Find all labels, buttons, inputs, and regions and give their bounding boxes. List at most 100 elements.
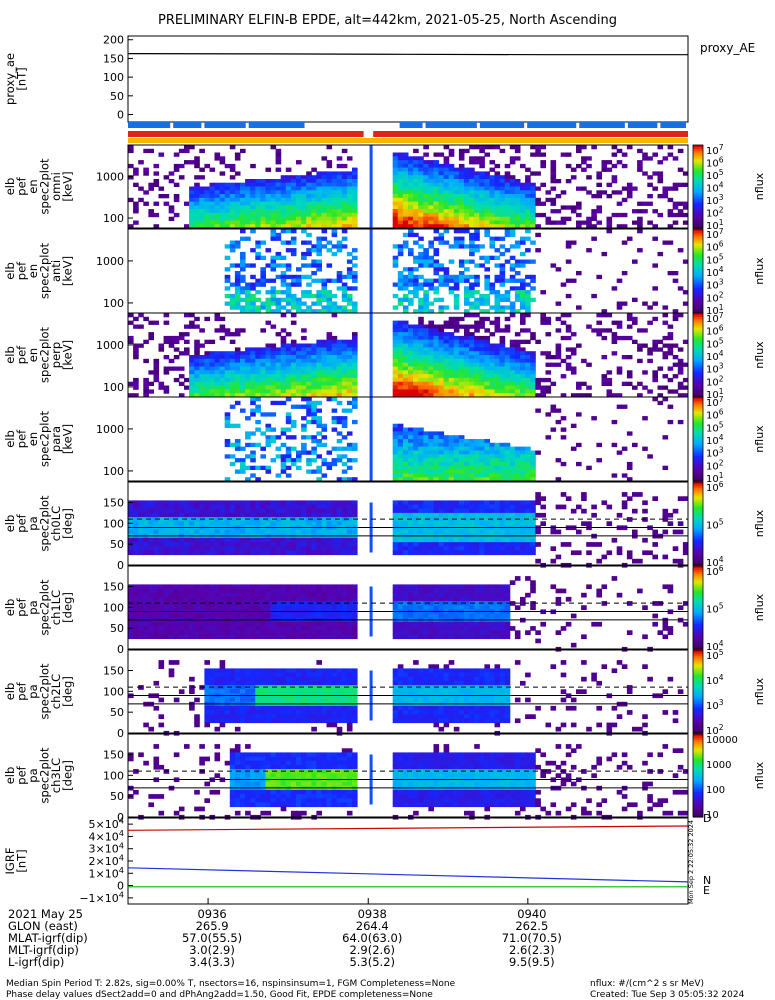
legend-proxy-ae: proxy_AE [700,41,755,55]
ylabel-spec_para-line-1: elb [3,430,17,448]
status-bars [128,122,686,128]
ylabel-spec_anti-line-4: spec2plot [38,242,52,299]
ephem-row-value: 262.5 [515,919,548,933]
ylabel-pa_ch2-line-3: pa [26,684,40,698]
ephem-row-label: 2021 May 25 [8,907,83,921]
ephem-row-value: 0940 [517,907,546,921]
ylabel-pa_ch0-line-1: elb [3,515,17,533]
ylabel-pa_ch1-line-4: spec2plot [38,579,52,636]
ylabel-spec_para-line-6: [keV] [61,424,75,454]
colorbar-tick-spec_perp: 106 [706,324,724,338]
colorbar-tick-pa_ch1: 106 [706,564,724,578]
ytick-label-spec_perp: 1000 [96,339,124,352]
ytick-label-proxy_ae: 200 [103,34,124,47]
ylabel-proxy-ae: proxy_ae[nT] [3,53,29,105]
ephem-row-value: 265.9 [196,919,229,933]
gap-strip-spec_omni [369,145,373,228]
ylabel-spec_perp-line-6: [keV] [61,340,75,370]
ephem-row-value: 57.0(55.5) [182,931,242,945]
colorbar-tick-spec_para: 107 [706,395,724,409]
colorbar-pa_ch2 [693,650,703,734]
colorbar-tick-spec_anti: 102 [706,290,724,304]
ytick-label-pa_ch0: 100 [103,517,124,530]
colorbar-tick-spec_para: 102 [706,458,724,472]
ylabel-pa_ch3-line-3: pa [26,768,40,782]
yellow-status-bar [128,138,688,143]
colorbar-tick-pa_ch2: 105 [706,648,724,662]
colorbar-tick-spec_perp: 103 [706,362,724,376]
series-line-proxy_AE [127,52,688,56]
ephem-row-value: 5.3(5.2) [349,955,395,969]
ylabel-pa_ch1-line-2: pef [15,597,29,616]
colorbar-tick-spec_omni: 105 [706,168,724,182]
footer-line-2: Phase delay values dSect2add=0 and dPhAn… [6,990,433,1000]
ylabel-pa_ch2-line-4: spec2plot [38,663,52,720]
ephem-row-value: 3.0(2.9) [189,943,235,957]
footer-line-1: Median Spin Period T: 2.82s, sig=0.00% T… [6,979,456,989]
colorbar-tick-spec_omni: 107 [706,143,724,157]
ylabel-pa_ch0-line-3: pa [26,516,40,530]
ephem-row-label: GLON (east) [8,919,78,933]
colorbar-tick-spec_para: 101 [706,471,724,485]
colorbar-tick-spec_anti: 101 [706,303,724,317]
ytick-label-pa_ch1: 50 [110,622,124,635]
ytick-label-spec_para: 1000 [96,423,124,436]
colorbar-label-pa_ch3: nflux [753,761,766,789]
ephem-row-value: 0938 [358,907,387,921]
colorbar-label-spec_perp: nflux [753,341,766,369]
frame-igrf [127,817,689,905]
ylabel-pa_ch0-line-2: pef [15,513,29,532]
ephem-row-value: 9.5(9.5) [509,955,555,969]
ytick-label-pa_ch3: 100 [103,769,124,782]
ephem-row-label: MLT-igrf(dip) [8,943,79,957]
frame-spec_para [127,396,689,482]
pitch-spectrogram-pa_ch1 [128,576,689,652]
ytick-label-spec_para: 100 [103,465,124,478]
ylabel-spec_omni-line-1: elb [3,178,17,196]
ephem-row-value: 3.4(3.3) [189,955,235,969]
colorbar-tick-spec_anti: 106 [706,240,724,254]
ytick-label-pa_ch0: 50 [110,538,124,551]
spectrogram-spec_perp [128,313,689,398]
colorbar-tick-spec_anti: 107 [706,227,724,241]
ylabel-pa_ch2-line-1: elb [3,683,17,701]
colorbar-tick-spec_para: 105 [706,420,724,434]
ylabel-pa_ch1-line-1: elb [3,599,17,617]
colorbar-tick-spec_omni: 106 [706,156,724,170]
igrf-legend-n: N [703,874,711,887]
ytick-label-proxy_ae: 0 [117,109,124,122]
colorbar-tick-spec_para: 104 [706,433,724,447]
colorbar-tick-spec_perp: 101 [706,387,724,401]
ylabel-spec_perp-line-4: spec2plot [38,326,52,383]
ytick-label-proxy_ae: 100 [103,71,124,84]
series-line-N [127,867,689,883]
colorbar-label-spec_para: nflux [753,425,766,453]
ylabel-spec_omni-line-5: omni [49,172,63,201]
ytick-label-proxy_ae: 50 [110,90,124,103]
ytick-label-pa_ch2: 100 [103,685,124,698]
red-status-bar-left [128,131,364,137]
ytick-label-pa_ch1: 100 [103,601,124,614]
gap-strip-spec_para [369,397,373,481]
colorbar-tick-spec_omni: 104 [706,181,724,195]
colorbar-spec_para [693,397,703,482]
ytick-label-spec_perp: 100 [103,381,124,394]
ylabel-spec_perp-line-5: perp [49,342,63,368]
colorbar-tick-spec_anti: 105 [706,252,724,266]
igrf-timestamp: Mon Sep 2 22:05:32 2024 [687,820,695,904]
spectrogram-spec_omni [128,145,689,229]
ylabel-igrf-line-2: [nT] [15,849,29,872]
ylabel-spec_omni-line-4: spec2plot [38,158,52,215]
colorbar-pa_ch0 [693,482,703,566]
colorbar-tick-pa_ch3: 10 [706,810,719,821]
ephem-row-value: 64.0(63.0) [342,931,402,945]
ylabel-spec_perp-line-3: en [26,348,40,362]
ytick-label-pa_ch0: 0 [117,559,124,572]
colorbar-frame-pa_ch2 [692,649,704,734]
ylabel-pa_ch0-line-6: [deg] [61,508,75,539]
colorbar-tick-spec_perp: 102 [706,374,724,388]
ytick-label-pa_ch3: 0 [117,811,124,824]
